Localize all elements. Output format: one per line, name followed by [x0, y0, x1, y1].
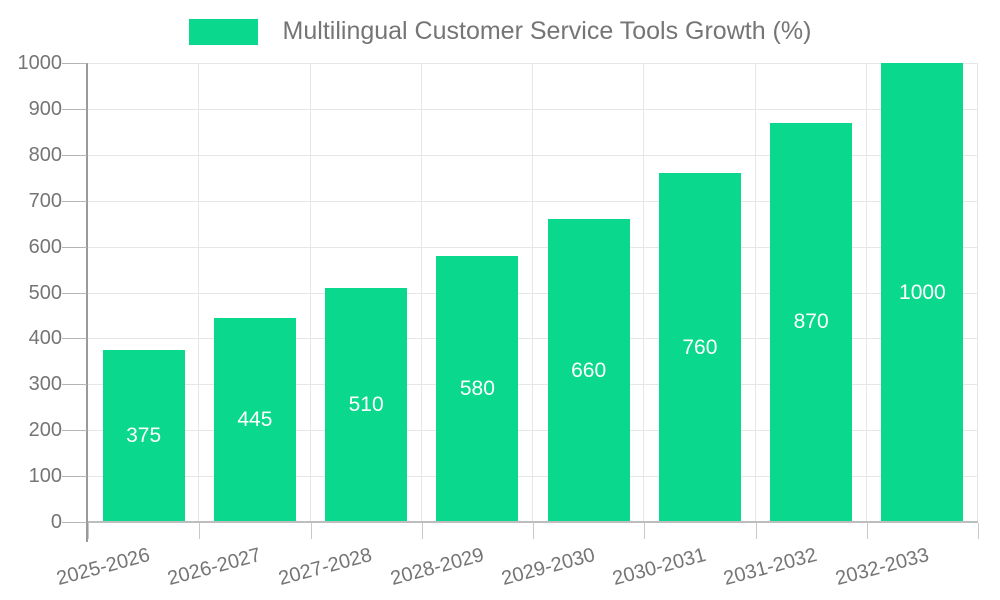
legend: Multilingual Customer Service Tools Grow… — [0, 17, 1000, 46]
x-axis-category-label: 2028-2029 — [387, 544, 487, 591]
x-tick-mark — [88, 523, 89, 539]
bar-2032-2033[interactable]: 1000 — [881, 63, 964, 522]
y-tick-mark — [62, 522, 87, 523]
gridline-horizontal — [88, 476, 978, 478]
gridline-horizontal — [88, 200, 978, 202]
x-axis-labels: 2025-2026 2026-2027 2027-2028 2028-2029 2029… — [54, 522, 978, 600]
y-axis-tick-label: 200 — [28, 419, 62, 442]
gridline-horizontal — [88, 154, 978, 156]
x-tick-mark — [533, 523, 534, 539]
gridline-horizontal — [88, 430, 978, 432]
bar-value-label: 375 — [126, 423, 162, 447]
y-tick-mark — [62, 200, 87, 202]
bar-2026-2027[interactable]: 445 — [213, 317, 296, 522]
legend-label: Multilingual Customer Service Tools Grow… — [282, 17, 812, 45]
gridline-vertical — [420, 63, 422, 522]
gridline-vertical — [309, 63, 311, 522]
y-tick-mark — [62, 108, 87, 110]
y-tick-mark — [62, 246, 87, 248]
bar-value-label: 445 — [237, 407, 273, 431]
gridline-horizontal — [88, 384, 978, 386]
y-axis-tick-label: 0 — [50, 511, 62, 533]
gridline-horizontal — [88, 338, 978, 340]
gridline-vertical — [643, 63, 645, 522]
y-tick-mark — [62, 430, 87, 432]
gridline-horizontal — [88, 108, 978, 110]
y-axis-tick-label: 300 — [28, 373, 62, 396]
x-axis-category-label: 2025-2026 — [54, 544, 153, 591]
gridline-vertical — [198, 63, 200, 522]
bar-value-label: 1000 — [899, 280, 946, 304]
x-tick-mark — [866, 523, 868, 539]
x-tick-mark — [755, 523, 757, 539]
y-tick-mark — [62, 476, 87, 478]
y-axis-tick-label: 100 — [28, 465, 62, 488]
bar-2030-2031[interactable]: 760 — [658, 173, 741, 522]
x-axis-category-label: 2032-2033 — [832, 544, 932, 591]
bar-2025-2026[interactable]: 375 — [102, 349, 185, 522]
gridline-horizontal — [88, 63, 978, 64]
y-axis-tick-label: 700 — [28, 189, 62, 212]
x-axis-line — [88, 521, 978, 523]
y-tick-mark — [62, 384, 87, 386]
bar-value-label: 660 — [571, 358, 607, 382]
y-tick-mark — [62, 292, 87, 294]
x-tick-mark — [644, 523, 646, 539]
y-axis-tick-label: 500 — [28, 281, 62, 304]
bar-2029-2030[interactable]: 660 — [547, 219, 630, 522]
x-axis-category-label: 2030-2031 — [610, 544, 709, 591]
gridline-vertical — [532, 63, 533, 522]
gridline-vertical — [754, 63, 756, 522]
y-axis-line — [86, 63, 88, 542]
y-axis-tick-label: 1000 — [17, 52, 63, 74]
bar-value-label: 580 — [459, 376, 495, 400]
x-axis-category-label: 2029-2030 — [499, 544, 598, 591]
gridline-vertical — [977, 63, 978, 522]
bar-2031-2032[interactable]: 870 — [770, 122, 853, 522]
y-tick-mark — [62, 63, 87, 64]
legend-item[interactable]: Multilingual Customer Service Tools Grow… — [188, 17, 812, 46]
x-tick-mark — [978, 523, 979, 539]
y-axis-tick-label: 600 — [28, 235, 62, 258]
bar-2027-2028[interactable]: 510 — [325, 287, 408, 522]
gridline-horizontal — [88, 292, 978, 294]
x-tick-mark — [421, 523, 423, 539]
y-axis-tick-label: 800 — [28, 143, 62, 166]
bar-value-label: 760 — [682, 335, 718, 359]
x-axis-category-label: 2027-2028 — [276, 544, 375, 591]
y-tick-mark — [62, 338, 87, 340]
bar-value-label: 870 — [793, 310, 829, 334]
legend-swatch-icon — [188, 18, 258, 45]
y-tick-mark — [62, 154, 87, 156]
y-axis-tick-label: 900 — [28, 97, 62, 120]
bar-2028-2029[interactable]: 580 — [436, 255, 519, 522]
plot-area: 375 445 510 580 660 760 870 1000 — [88, 63, 978, 522]
x-tick-mark — [310, 523, 312, 539]
bar-value-label: 510 — [348, 392, 384, 416]
gridline-horizontal — [88, 246, 978, 248]
gridline-vertical — [865, 63, 867, 522]
x-tick-mark — [199, 523, 201, 539]
x-axis-category-label: 2031-2032 — [721, 544, 820, 591]
y-axis-tick-label: 400 — [28, 327, 62, 350]
x-axis-category-label: 2026-2027 — [165, 544, 264, 591]
